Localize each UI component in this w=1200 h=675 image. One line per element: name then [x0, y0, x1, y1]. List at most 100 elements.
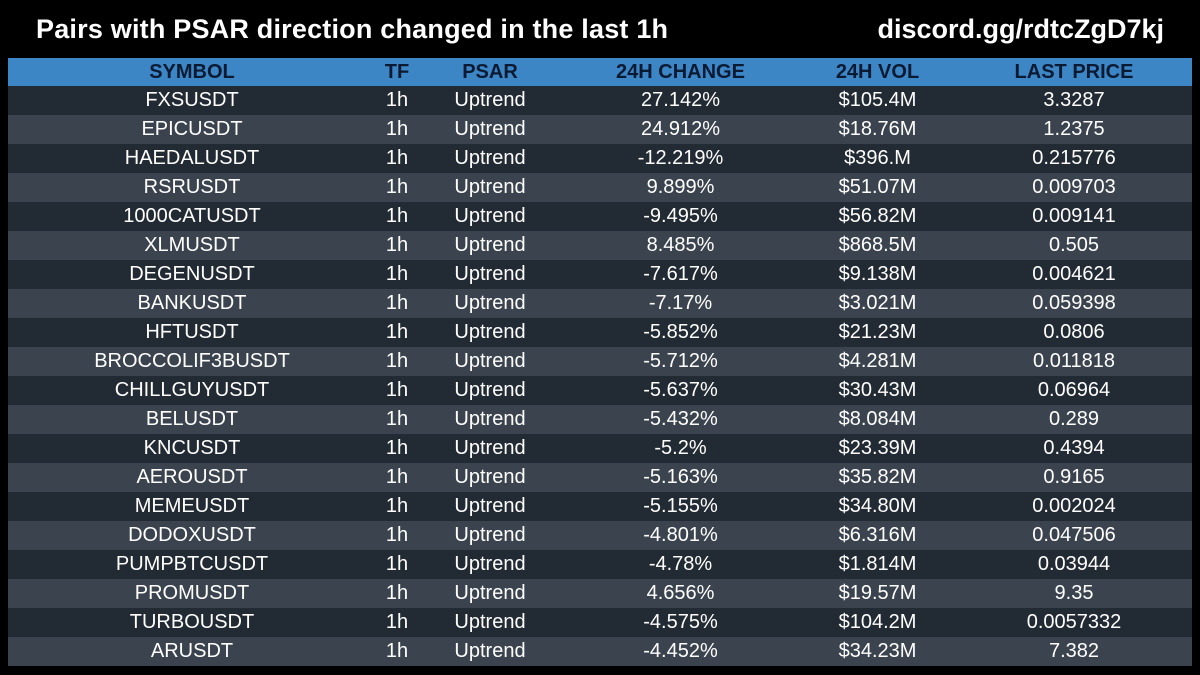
change-cell: -5.637%	[643, 379, 718, 401]
tf-cell: 1h	[385, 495, 409, 517]
table-row[interactable]: BROCCOLIF3BUSDT 1h Uptrend -5.712% $4.281M 0.…	[8, 347, 1192, 376]
symbol-cell: HAEDALUSDT	[124, 147, 260, 169]
table-row[interactable]: RSRUSDT 1h Uptrend 9.899% $51.07M 0.009703	[8, 173, 1192, 202]
table-row[interactable]: DODOXUSDT 1h Uptrend -4.801% $6.316M 0.047506	[8, 521, 1192, 550]
volume-cell: $51.07M	[838, 176, 917, 198]
column-header-last-price[interactable]: LAST PRICE	[1014, 61, 1134, 83]
price-cell: 0.505	[1048, 234, 1100, 256]
change-cell: -5.155%	[643, 495, 718, 517]
table-row[interactable]: AEROUSDT 1h Uptrend -5.163% $35.82M 0.9165	[8, 463, 1192, 492]
volume-cell: $105.4M	[838, 89, 917, 111]
change-cell: 24.912%	[641, 118, 720, 140]
table-row[interactable]: DEGENUSDT 1h Uptrend -7.617% $9.138M 0.004621	[8, 260, 1192, 289]
table-body: FXSUSDT 1h Uptrend 27.142% $105.4M 3.3287 EPIC…	[8, 86, 1192, 666]
psar-cell: Uptrend	[454, 553, 526, 575]
psar-cell: Uptrend	[454, 263, 526, 285]
tf-cell: 1h	[385, 437, 409, 459]
price-cell: 0.009703	[1032, 176, 1116, 198]
table-row[interactable]: EPICUSDT 1h Uptrend 24.912% $18.76M 1.2375	[8, 115, 1192, 144]
psar-cell: Uptrend	[454, 118, 526, 140]
symbol-cell: PUMPBTCUSDT	[115, 553, 269, 575]
price-cell: 0.215776	[1032, 147, 1116, 169]
table-row[interactable]: ARUSDT 1h Uptrend -4.452% $34.23M 7.382	[8, 637, 1192, 666]
table-row[interactable]: PUMPBTCUSDT 1h Uptrend -4.78% $1.814M 0.03944	[8, 550, 1192, 579]
psar-cell: Uptrend	[454, 234, 526, 256]
column-header-24h-change[interactable]: 24H CHANGE	[616, 61, 745, 83]
volume-cell: $21.23M	[838, 321, 917, 343]
price-cell: 9.35	[1054, 582, 1094, 604]
symbol-cell: ARUSDT	[150, 640, 234, 662]
column-header-psar[interactable]: PSAR	[462, 61, 518, 83]
tf-cell: 1h	[385, 379, 409, 401]
tf-cell: 1h	[385, 118, 409, 140]
price-cell: 0.9165	[1043, 466, 1105, 488]
table-row[interactable]: HAEDALUSDT 1h Uptrend -12.219% $396.M 0.21577…	[8, 144, 1192, 173]
change-cell: -9.495%	[643, 205, 718, 227]
table-row[interactable]: CHILLGUYUSDT 1h Uptrend -5.637% $30.43M 0.069…	[8, 376, 1192, 405]
volume-cell: $6.316M	[838, 524, 917, 546]
table-row[interactable]: BELUSDT 1h Uptrend -5.432% $8.084M 0.289	[8, 405, 1192, 434]
table-row[interactable]: TURBOUSDT 1h Uptrend -4.575% $104.2M 0.005733…	[8, 608, 1192, 637]
tf-cell: 1h	[385, 582, 409, 604]
price-cell: 0.002024	[1032, 495, 1116, 517]
psar-table-container: SYMBOL TF PSAR 24H CHANGE 24H VOL LAST P…	[8, 58, 1192, 666]
table-row[interactable]: MEMEUSDT 1h Uptrend -5.155% $34.80M 0.002024	[8, 492, 1192, 521]
volume-cell: $396.M	[844, 147, 911, 169]
price-cell: 0.289	[1048, 408, 1100, 430]
price-cell: 0.4394	[1043, 437, 1105, 459]
price-cell: 0.0057332	[1026, 611, 1122, 633]
psar-cell: Uptrend	[454, 205, 526, 227]
change-cell: -12.219%	[637, 147, 724, 169]
change-cell: -7.617%	[643, 263, 718, 285]
change-cell: -5.2%	[654, 437, 707, 459]
psar-cell: Uptrend	[454, 379, 526, 401]
volume-cell: $56.82M	[838, 205, 917, 227]
price-cell: 0.047506	[1032, 524, 1116, 546]
change-cell: 8.485%	[646, 234, 715, 256]
psar-cell: Uptrend	[454, 321, 526, 343]
tf-cell: 1h	[385, 350, 409, 372]
change-cell: -4.452%	[643, 640, 718, 662]
table-row[interactable]: FXSUSDT 1h Uptrend 27.142% $105.4M 3.3287	[8, 86, 1192, 115]
symbol-cell: KNCUSDT	[143, 437, 241, 459]
change-cell: 4.656%	[646, 582, 715, 604]
price-cell: 3.3287	[1043, 89, 1105, 111]
symbol-cell: BANKUSDT	[137, 292, 247, 314]
column-header-tf[interactable]: TF	[384, 61, 410, 83]
table-header-row: SYMBOL TF PSAR 24H CHANGE 24H VOL LAST P…	[8, 58, 1192, 86]
table-row[interactable]: BANKUSDT 1h Uptrend -7.17% $3.021M 0.059398	[8, 289, 1192, 318]
change-cell: -4.575%	[643, 611, 718, 633]
volume-cell: $30.43M	[838, 379, 917, 401]
symbol-cell: FXSUSDT	[145, 89, 239, 111]
change-cell: 27.142%	[641, 89, 720, 111]
table-row[interactable]: 1000CATUSDT 1h Uptrend -9.495% $56.82M 0.0091…	[8, 202, 1192, 231]
symbol-cell: XLMUSDT	[144, 234, 240, 256]
table-row[interactable]: XLMUSDT 1h Uptrend 8.485% $868.5M 0.505	[8, 231, 1192, 260]
symbol-cell: PROMUSDT	[134, 582, 250, 604]
symbol-cell: EPICUSDT	[141, 118, 243, 140]
column-header-24h-vol[interactable]: 24H VOL	[835, 61, 920, 83]
volume-cell: $34.80M	[838, 495, 917, 517]
column-header-symbol[interactable]: SYMBOL	[149, 61, 235, 83]
psar-cell: Uptrend	[454, 437, 526, 459]
psar-cell: Uptrend	[454, 89, 526, 111]
symbol-cell: DODOXUSDT	[128, 524, 256, 546]
tf-cell: 1h	[385, 147, 409, 169]
tf-cell: 1h	[385, 321, 409, 343]
symbol-cell: HFTUSDT	[145, 321, 239, 343]
volume-cell: $34.23M	[838, 640, 917, 662]
change-cell: -4.801%	[643, 524, 718, 546]
psar-cell: Uptrend	[454, 582, 526, 604]
table-row[interactable]: KNCUSDT 1h Uptrend -5.2% $23.39M 0.4394	[8, 434, 1192, 463]
price-cell: 0.06964	[1037, 379, 1111, 401]
tf-cell: 1h	[385, 205, 409, 227]
psar-cell: Uptrend	[454, 350, 526, 372]
price-cell: 0.009141	[1032, 205, 1116, 227]
price-cell: 1.2375	[1043, 118, 1105, 140]
volume-cell: $19.57M	[838, 582, 917, 604]
discord-link[interactable]: discord.gg/rdtcZgD7kj	[877, 14, 1164, 44]
table-row[interactable]: HFTUSDT 1h Uptrend -5.852% $21.23M 0.0806	[8, 318, 1192, 347]
psar-cell: Uptrend	[454, 292, 526, 314]
table-row[interactable]: PROMUSDT 1h Uptrend 4.656% $19.57M 9.35	[8, 579, 1192, 608]
psar-cell: Uptrend	[454, 524, 526, 546]
